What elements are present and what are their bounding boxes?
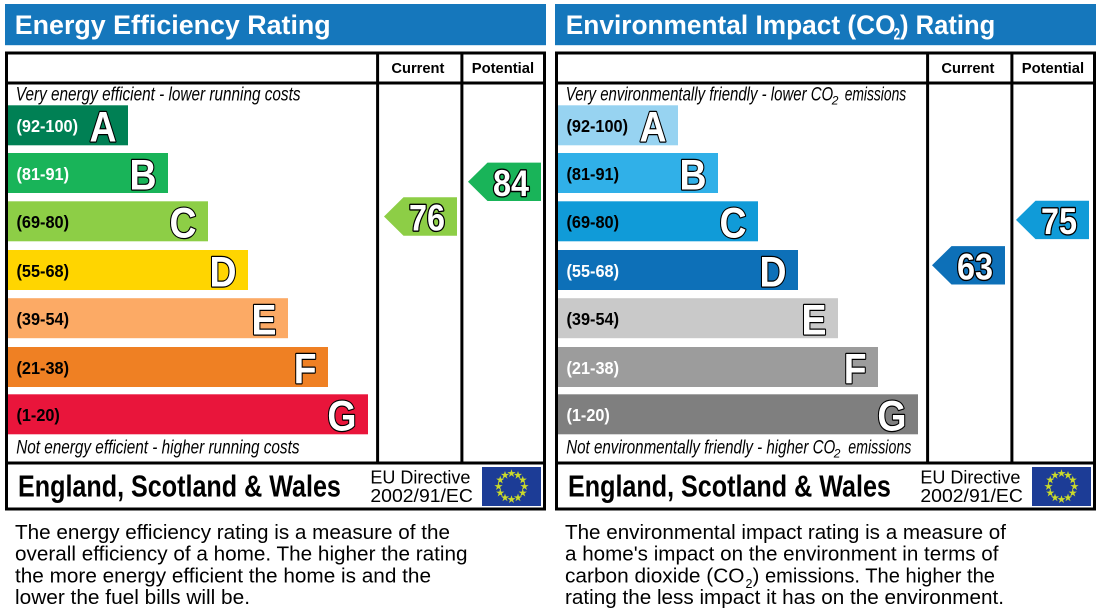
svg-text:(21-38): (21-38): [567, 358, 620, 378]
svg-text:75: 75: [1041, 201, 1077, 242]
svg-text:G: G: [327, 394, 356, 441]
svg-text:Energy Efficiency Rating: Energy Efficiency Rating: [15, 10, 331, 40]
svg-text:the more energy efficient the: the more energy efficient the home is an…: [15, 565, 431, 587]
svg-text:A: A: [90, 105, 117, 152]
svg-text:EU Directive: EU Directive: [920, 466, 1020, 487]
svg-text:) emissions. The higher the: ) emissions. The higher the: [753, 565, 995, 587]
svg-text:The environmental impact ratin: The environmental impact rating is a mea…: [565, 522, 1006, 544]
svg-text:Potential: Potential: [1022, 60, 1084, 77]
svg-text:emissions: emissions: [848, 436, 911, 458]
svg-text:2: 2: [746, 577, 753, 591]
svg-text:rating the less impact it has: rating the less impact it has on the env…: [565, 587, 1004, 609]
svg-text:D: D: [760, 249, 787, 296]
svg-text:(92-100): (92-100): [567, 116, 629, 136]
svg-text:C: C: [720, 201, 747, 248]
svg-text:D: D: [210, 249, 237, 296]
svg-text:B: B: [130, 152, 157, 199]
svg-text:C: C: [170, 201, 197, 248]
svg-text:63: 63: [957, 246, 993, 287]
svg-text:76: 76: [409, 198, 445, 239]
svg-text:G: G: [877, 394, 906, 441]
svg-text:) Rating: ) Rating: [900, 10, 995, 40]
svg-text:(21-38): (21-38): [17, 358, 70, 378]
svg-text:B: B: [680, 152, 707, 199]
svg-text:Current: Current: [391, 60, 444, 77]
svg-text:Current: Current: [941, 60, 994, 77]
svg-text:84: 84: [493, 163, 529, 204]
svg-text:lower the fuel bills will be.: lower the fuel bills will be.: [15, 587, 250, 609]
svg-text:(39-54): (39-54): [17, 309, 70, 329]
svg-text:2002/91/EC: 2002/91/EC: [370, 485, 473, 506]
svg-text:(1-20): (1-20): [567, 405, 610, 425]
svg-text:England, Scotland & Wales: England, Scotland & Wales: [18, 469, 341, 504]
svg-text:2: 2: [833, 446, 841, 460]
svg-text:Very environmentally friendly: Very environmentally friendly - lower CO: [566, 83, 833, 105]
svg-text:(55-68): (55-68): [17, 261, 70, 281]
svg-text:(92-100): (92-100): [17, 116, 79, 136]
svg-text:E: E: [252, 298, 277, 345]
svg-text:(81-91): (81-91): [567, 164, 620, 184]
svg-text:F: F: [844, 346, 867, 393]
svg-text:EU Directive: EU Directive: [370, 466, 470, 487]
svg-text:(81-91): (81-91): [17, 164, 70, 184]
svg-text:a home's impact on the environ: a home's impact on the environment in te…: [565, 544, 999, 566]
svg-text:(55-68): (55-68): [567, 261, 620, 281]
svg-text:Environmental Impact (CO: Environmental Impact (CO: [566, 10, 896, 40]
svg-text:E: E: [802, 298, 827, 345]
svg-text:Very energy efficient - lower: Very energy efficient - lower running co…: [16, 83, 301, 105]
svg-text:(1-20): (1-20): [17, 405, 60, 425]
svg-text:(39-54): (39-54): [567, 309, 620, 329]
svg-text:F: F: [294, 346, 317, 393]
svg-text:overall efficiency of a home.: overall efficiency of a home. The higher…: [15, 544, 468, 566]
svg-text:A: A: [640, 105, 667, 152]
svg-text:(69-80): (69-80): [17, 212, 70, 232]
svg-text:(69-80): (69-80): [567, 212, 620, 232]
svg-text:Not energy efficient - higher: Not energy efficient - higher running co…: [16, 436, 300, 458]
svg-text:The energy efficiency rating i: The energy efficiency rating is a measur…: [15, 522, 450, 544]
svg-text:2002/91/EC: 2002/91/EC: [920, 485, 1023, 506]
svg-text:Potential: Potential: [472, 60, 534, 77]
svg-text:2: 2: [894, 25, 901, 44]
svg-text:carbon dioxide (CO: carbon dioxide (CO: [565, 565, 745, 587]
svg-text:emissions: emissions: [845, 83, 907, 105]
svg-text:England, Scotland & Wales: England, Scotland & Wales: [568, 469, 891, 504]
svg-text:2: 2: [831, 93, 839, 107]
svg-text:Not environmentally friendly -: Not environmentally friendly - higher CO: [566, 436, 835, 458]
